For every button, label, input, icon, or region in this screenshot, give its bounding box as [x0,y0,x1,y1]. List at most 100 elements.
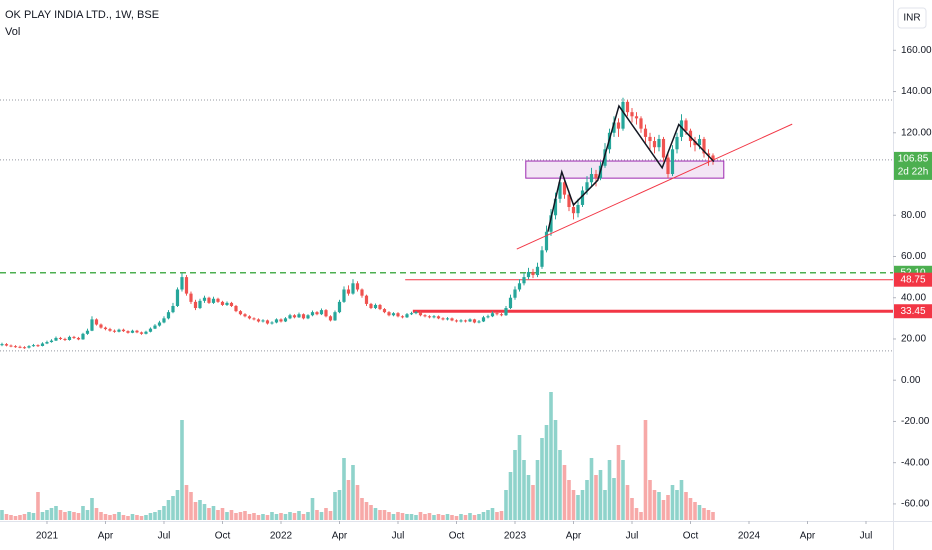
volume-bar [603,490,607,520]
candle-body [297,314,301,318]
volume-bar [418,512,423,520]
candle-body [279,319,283,322]
volume-bar [697,505,702,520]
volume-bar [265,515,270,520]
currency-box[interactable] [897,7,927,29]
candle-body [112,330,117,332]
candle-body [63,338,67,340]
candle-body [432,316,436,318]
volume-bar [72,512,76,520]
candle-body [463,320,468,322]
candle-body [423,315,427,317]
candle-body [58,337,63,339]
candle-body [162,318,166,323]
volume-bar [108,515,112,520]
countdown-label: 2d 22h [898,167,929,178]
volume-bar [679,480,684,520]
volume-bar [207,508,211,520]
volume-bar [567,480,571,520]
candle-body [661,138,666,158]
candle-body [675,136,679,150]
candle-body [706,153,711,156]
volume-bar [598,470,603,520]
x-tick-label: Jul [392,531,405,542]
candle-body [36,345,40,347]
candle-body [184,277,189,294]
volume-bar [292,513,297,520]
candle-body [67,336,72,340]
candle-body [90,319,94,331]
volume-bar [436,514,441,520]
volume-bar [711,512,715,520]
currency-label[interactable]: INR [903,13,920,24]
volume-bar [324,508,328,520]
volume-bar [4,514,9,520]
candle-body [171,305,175,313]
volume-bar [369,505,373,520]
volume-bar [9,515,13,520]
volume-bar [391,514,396,520]
candle-body [216,298,220,302]
volume-bar [81,506,85,520]
volume-bar [639,512,643,520]
volume-bar [589,458,594,520]
candle-body [27,346,31,348]
last-price-label: 106.85 [898,154,929,165]
volume-bar [346,480,351,520]
volume-bar [373,508,378,520]
x-tick-label: Apr [800,531,816,542]
candle-body [54,337,58,341]
volume-bar [13,516,18,520]
volume-bar [274,514,279,520]
candle-body [45,342,49,344]
candle-body [99,324,103,328]
volume-bar [261,514,265,520]
candle-body [454,320,459,322]
candle-body [283,318,288,322]
candle-body [342,289,346,302]
candle-body [175,289,180,306]
y-tick-label: 120.00 [901,127,932,138]
candle-body [40,343,45,346]
x-tick-label: 2021 [36,531,59,542]
volume-label: Vol [5,26,20,38]
candle-body [450,318,454,321]
candle-body [679,120,684,137]
candle-body [319,310,324,315]
x-tick-label: 2023 [504,531,527,542]
volume-bar [103,514,108,520]
candle-body [220,301,225,305]
candle-body [562,182,567,195]
volume-bar [351,465,355,520]
candle-body [585,182,589,191]
y-tick-label: 20.00 [901,334,926,345]
volume-bar [148,513,153,520]
candle-body [94,319,99,325]
y-tick-label: -40.00 [901,457,930,468]
volume-bar [666,495,670,520]
volume-bar [675,490,679,520]
candle-body [436,316,441,319]
candle-body [553,198,558,216]
candle-body [301,314,306,319]
candle-body [234,305,238,312]
line-price-label: 33.45 [900,306,925,317]
candle-body [409,313,414,315]
y-tick-label: 40.00 [901,292,926,303]
candle-body [387,312,391,316]
volume-bar [490,508,495,520]
volume-bar [657,492,661,520]
volume-bar [247,514,252,520]
volume-bar [22,514,27,520]
candle-body [333,312,337,321]
candle-body [22,347,27,349]
candle-body [517,283,522,290]
volume-bar [166,500,171,520]
candle-body [211,298,216,303]
x-tick-label: Apr [566,531,582,542]
candle-body [157,322,162,326]
volume-bar [54,506,58,520]
candle-body [243,314,247,317]
candle-body [306,315,310,319]
candle-body [85,330,90,334]
